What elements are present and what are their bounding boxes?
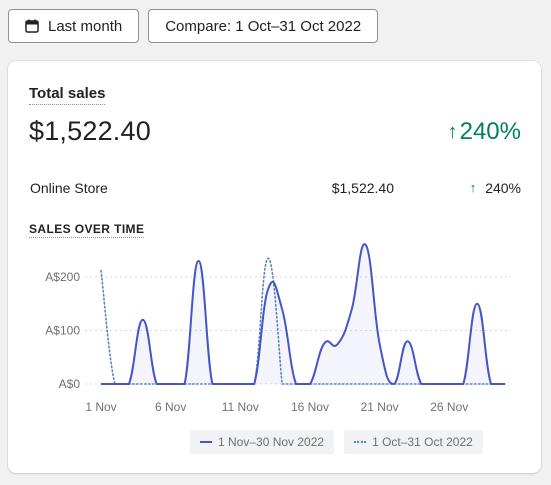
store-change-value: 240%: [485, 180, 521, 196]
total-sales-change: ↑ 240%: [448, 116, 521, 148]
chart-legend: 1 Nov–30 Nov 2022 1 Oct–31 Oct 2022: [190, 430, 483, 454]
date-range-label: Last month: [48, 17, 123, 35]
legend-dotted-swatch: [354, 441, 367, 443]
section-title[interactable]: SALES OVER TIME: [29, 222, 145, 238]
arrow-up-icon: ↑: [469, 180, 477, 195]
legend-solid-swatch: [200, 441, 212, 443]
x-axis-ticks: 1 Nov 6 Nov 11 Nov 16 Nov 21 Nov 26 Nov: [85, 400, 468, 414]
y-tick-label: A$100: [45, 324, 80, 338]
x-tick-label: 1 Nov: [85, 400, 116, 414]
x-tick-label: 16 Nov: [291, 400, 329, 414]
toolbar: Last month Compare: 1 Oct–31 Oct 2022: [8, 9, 379, 43]
chart-series: [100, 243, 506, 385]
arrow-up-icon: ↑: [447, 121, 458, 143]
series-current-line: [101, 243, 505, 385]
y-tick-label: A$0: [59, 377, 81, 391]
total-sales-card: Total sales $1,522.40 ↑ 240% Online Stor…: [8, 61, 541, 473]
sales-over-time-chart: A$0 A$100 A$200 1 Nov 6 Nov 11 Nov 16 Nov 21 N…: [45, 243, 511, 414]
x-tick-label: 11 Nov: [222, 400, 259, 414]
card-title[interactable]: Total sales: [29, 85, 106, 105]
x-tick-label: 6 Nov: [155, 400, 186, 414]
date-range-button[interactable]: Last month: [8, 9, 140, 43]
online-store-row: Online Store $1,522.40 ↑ 240%: [30, 178, 521, 198]
store-name: Online Store: [30, 180, 108, 196]
total-sales-value: $1,522.40: [29, 116, 151, 146]
x-tick-label: 21 Nov: [361, 400, 399, 414]
series-current-area: [101, 244, 505, 384]
legend-current-label: 1 Nov–30 Nov 2022: [218, 435, 325, 449]
compare-label: Compare: 1 Oct–31 Oct 2022: [165, 17, 362, 35]
legend-previous-label: 1 Oct–31 Oct 2022: [372, 435, 473, 449]
compare-button[interactable]: Compare: 1 Oct–31 Oct 2022: [148, 9, 379, 43]
calendar-icon: [25, 19, 39, 33]
y-tick-label: A$200: [45, 270, 80, 284]
legend-current[interactable]: 1 Nov–30 Nov 2022: [190, 430, 335, 454]
store-change: ↑ 240%: [470, 178, 521, 198]
total-change-value: 240%: [459, 118, 521, 145]
y-axis-ticks: A$0 A$100 A$200: [45, 270, 80, 391]
store-amount: $1,522.40: [331, 180, 394, 196]
legend-previous[interactable]: 1 Oct–31 Oct 2022: [344, 430, 483, 454]
x-tick-label: 26 Nov: [430, 400, 468, 414]
